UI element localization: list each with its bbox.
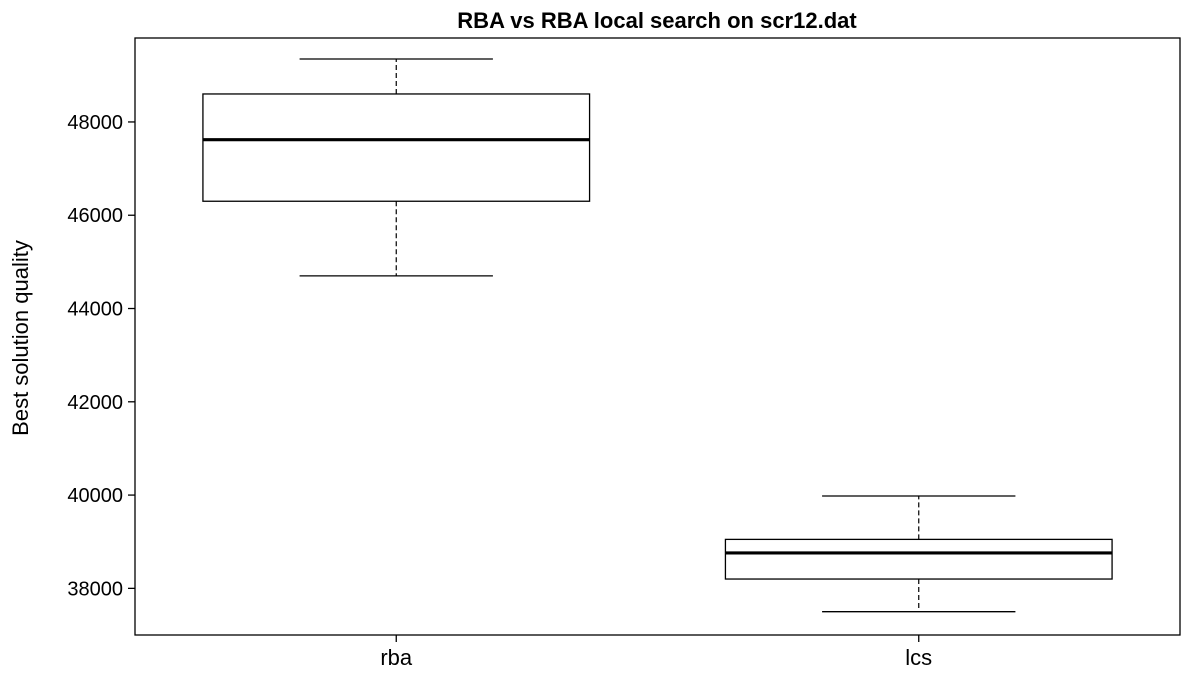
y-tick-label: 40000	[67, 485, 123, 507]
x-tick-label: lcs	[905, 645, 932, 670]
box-lcs	[724, 495, 1113, 613]
box-rba	[202, 58, 591, 277]
y-tick-label: 46000	[67, 205, 123, 227]
interquartile-box	[724, 538, 1113, 580]
y-tick-label: 48000	[67, 112, 123, 134]
y-axis: 38000 40000 42000 44000 46000 48000	[67, 112, 135, 600]
y-tick-label: 44000	[67, 299, 123, 321]
y-tick-label: 38000	[67, 578, 123, 600]
plot-frame	[134, 37, 1181, 636]
chart-title: RBA vs RBA local search on scr12.dat	[457, 8, 857, 33]
x-tick-label: rba	[380, 645, 413, 670]
y-axis-label: Best solution quality	[8, 240, 33, 436]
interquartile-box	[202, 93, 591, 202]
y-tick-label: 42000	[67, 392, 123, 414]
x-axis: rba lcs	[380, 635, 932, 670]
box-series	[202, 58, 1113, 613]
